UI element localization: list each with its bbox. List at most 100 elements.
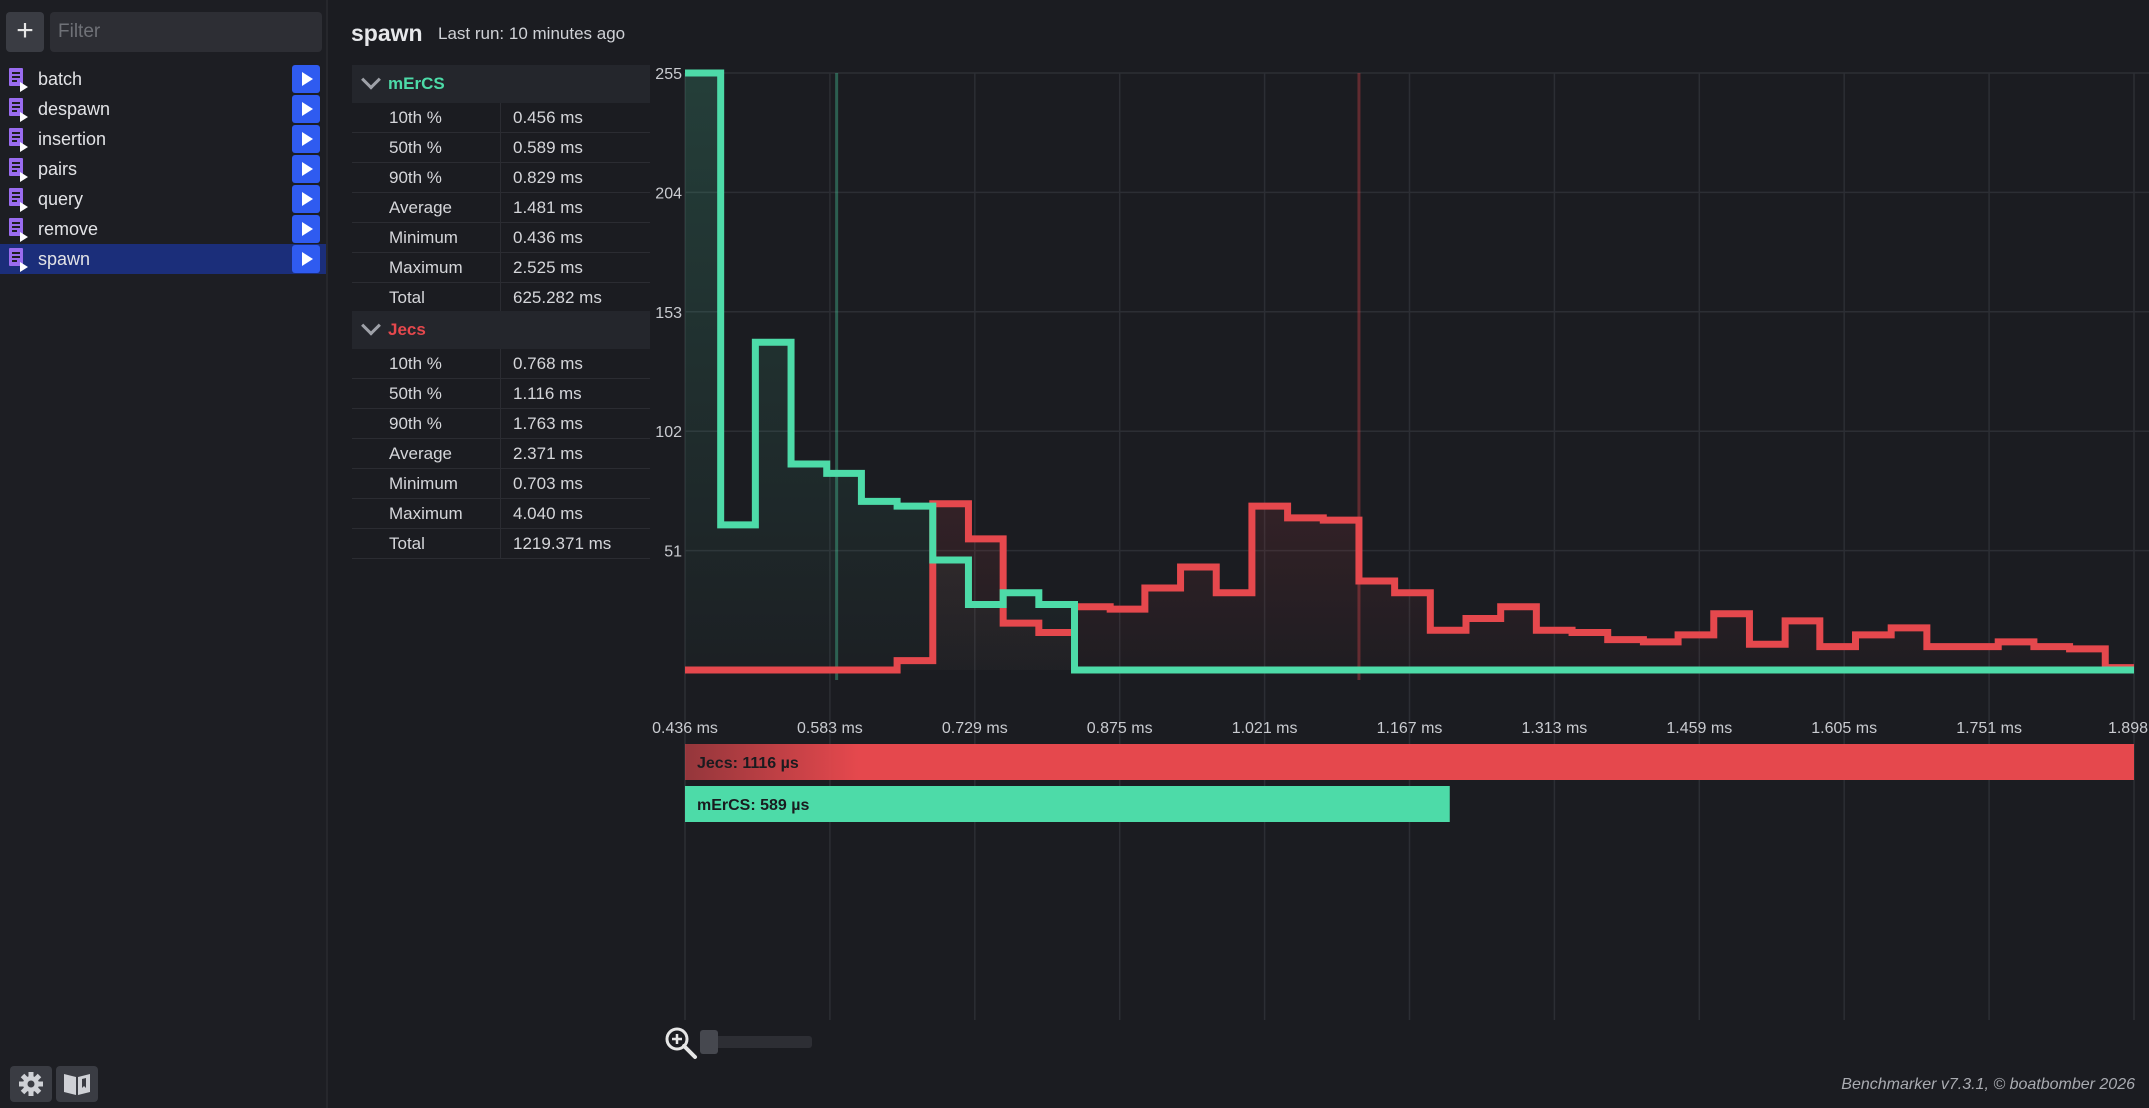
- run-button[interactable]: [292, 185, 320, 213]
- y-tick-label: 204: [655, 185, 682, 202]
- sidebar-item-label: remove: [38, 218, 99, 239]
- benchmark-file-icon: [9, 218, 28, 242]
- stat-value: 0.703 ms: [513, 474, 583, 493]
- benchmark-file-icon: [9, 188, 28, 212]
- summary-bar-mercs: [685, 786, 1450, 822]
- stat-value: 1.116 ms: [513, 384, 582, 403]
- stat-value: 1.763 ms: [513, 414, 583, 433]
- stat-value: 1219.371 ms: [513, 534, 612, 553]
- zoom-slider-thumb[interactable]: [700, 1030, 718, 1054]
- y-tick-label: 153: [655, 305, 682, 322]
- stats-group-name: mErCS: [388, 74, 445, 93]
- run-button[interactable]: [292, 65, 320, 93]
- series-area-mercs: [685, 73, 2134, 670]
- x-tick-label: 1.459 ms: [1666, 720, 1732, 737]
- stat-label: Minimum: [352, 469, 501, 498]
- stats-row: Minimum 0.436 ms: [352, 223, 650, 253]
- sidebar-item-label: despawn: [38, 98, 111, 119]
- summary-bar-label: Jecs: 1116 µs: [697, 755, 799, 772]
- run-button[interactable]: [292, 245, 320, 273]
- zoom-in-icon[interactable]: [664, 1026, 698, 1060]
- y-tick-label: 51: [664, 544, 682, 561]
- stats-row: Total 1219.371 ms: [352, 529, 650, 559]
- gear-icon: [19, 1072, 43, 1096]
- stats-row: 50th % 1.116 ms: [352, 379, 650, 409]
- sidebar-item-label: spawn: [38, 248, 91, 269]
- sidebar-item-label: pairs: [38, 158, 78, 179]
- stats-group-header[interactable]: Jecs: [352, 311, 650, 349]
- chevron-down-icon: [361, 69, 381, 90]
- add-button[interactable]: +: [6, 12, 44, 52]
- sidebar-item-batch[interactable]: batch: [0, 64, 326, 94]
- filter-input[interactable]: [50, 12, 322, 52]
- stat-label: 10th %: [352, 103, 501, 132]
- stat-value: 0.768 ms: [513, 354, 583, 373]
- run-button[interactable]: [292, 215, 320, 243]
- settings-button[interactable]: [10, 1066, 52, 1102]
- sidebar-item-spawn[interactable]: spawn: [0, 244, 326, 274]
- x-tick-label: 0.729 ms: [942, 720, 1008, 737]
- run-button[interactable]: [292, 95, 320, 123]
- stats-row: 90th % 1.763 ms: [352, 409, 650, 439]
- stat-value: 0.436 ms: [513, 228, 583, 247]
- benchmark-file-icon: [9, 68, 28, 92]
- stat-label: Average: [352, 439, 501, 468]
- series-area-jecs: [685, 503, 2134, 670]
- docs-button[interactable]: [56, 1066, 98, 1102]
- stat-label: 90th %: [352, 409, 501, 438]
- stats-row: Average 2.371 ms: [352, 439, 650, 469]
- book-icon: [64, 1074, 90, 1095]
- stat-value: 1.481 ms: [513, 198, 583, 217]
- stats-row: 10th % 0.456 ms: [352, 103, 650, 133]
- x-tick-label: 1.605 ms: [1811, 720, 1877, 737]
- x-tick-label: 1.167 ms: [1377, 720, 1443, 737]
- stat-value: 0.456 ms: [513, 108, 583, 127]
- y-tick-label: 255: [655, 66, 682, 83]
- stats-row: 10th % 0.768 ms: [352, 349, 650, 379]
- stats-row: Minimum 0.703 ms: [352, 469, 650, 499]
- sidebar-item-despawn[interactable]: despawn: [0, 94, 326, 124]
- x-tick-label: 1.898: [2108, 720, 2148, 737]
- sidebar-item-insertion[interactable]: insertion: [0, 124, 326, 154]
- stat-value: 2.525 ms: [513, 258, 583, 277]
- stat-value: 0.589 ms: [513, 138, 583, 157]
- run-button[interactable]: [292, 155, 320, 183]
- stats-row: 50th % 0.589 ms: [352, 133, 650, 163]
- stats-row: Maximum 4.040 ms: [352, 499, 650, 529]
- stat-label: 90th %: [352, 163, 501, 192]
- x-tick-label: 0.436 ms: [652, 720, 718, 737]
- stat-value: 4.040 ms: [513, 504, 583, 523]
- stat-label: 10th %: [352, 349, 501, 378]
- stat-value: 625.282 ms: [513, 288, 602, 307]
- x-tick-label: 1.021 ms: [1232, 720, 1298, 737]
- x-tick-label: 0.583 ms: [797, 720, 863, 737]
- sidebar-item-pairs[interactable]: pairs: [0, 154, 326, 184]
- stat-label: Total: [352, 529, 501, 558]
- stat-label: Maximum: [352, 499, 501, 528]
- y-tick-label: 102: [655, 424, 682, 441]
- stats-row: Maximum 2.525 ms: [352, 253, 650, 283]
- last-run-text: Last run: 10 minutes ago: [438, 24, 626, 43]
- stat-label: 50th %: [352, 133, 501, 162]
- stat-label: Total: [352, 283, 501, 312]
- benchmark-file-icon: [9, 98, 28, 122]
- zoom-slider-track[interactable]: [700, 1036, 812, 1048]
- stats-group-name: Jecs: [388, 320, 426, 339]
- stats-row: Total 625.282 ms: [352, 283, 650, 313]
- stats-row: 90th % 0.829 ms: [352, 163, 650, 193]
- sidebar-item-remove[interactable]: remove: [0, 214, 326, 244]
- sidebar: + batch despawn insertion pairs query remove s…: [0, 0, 328, 1108]
- stat-label: 50th %: [352, 379, 501, 408]
- benchmark-file-icon: [9, 158, 28, 182]
- stats-group-header[interactable]: mErCS: [352, 65, 650, 103]
- run-button[interactable]: [292, 125, 320, 153]
- stats-row: Average 1.481 ms: [352, 193, 650, 223]
- x-tick-label: 1.313 ms: [1521, 720, 1587, 737]
- sidebar-item-query[interactable]: query: [0, 184, 326, 214]
- stat-label: Minimum: [352, 223, 501, 252]
- summary-bar-jecs: [685, 744, 2134, 780]
- benchmark-file-icon: [9, 128, 28, 152]
- stat-value: 0.829 ms: [513, 168, 583, 187]
- chevron-down-icon: [361, 315, 381, 336]
- sidebar-item-label: batch: [38, 68, 83, 89]
